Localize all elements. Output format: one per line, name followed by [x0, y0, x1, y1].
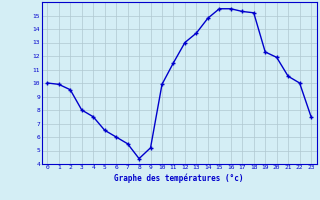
X-axis label: Graphe des températures (°c): Graphe des températures (°c) [115, 173, 244, 183]
